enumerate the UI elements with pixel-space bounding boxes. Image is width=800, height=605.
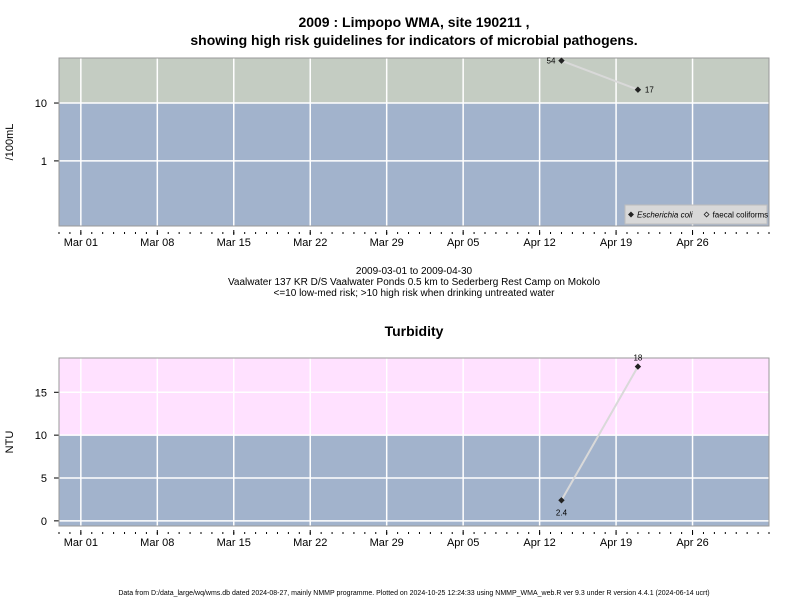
x-tick-label: Apr 26	[676, 537, 708, 549]
x-tick-label: Apr 19	[600, 537, 632, 549]
y-tick-label: 0	[41, 516, 47, 528]
high-risk-band	[59, 58, 769, 104]
x-tick-label: Mar 22	[293, 237, 327, 249]
high-risk-band	[59, 358, 769, 436]
data-point	[558, 497, 565, 504]
data-label: 17	[645, 86, 654, 95]
series-line	[560, 366, 639, 501]
x-tick-label: Mar 15	[217, 237, 251, 249]
turbidity-chart: Mar 01 Mar 08 Mar 15 Mar 22 Mar 29 Apr 05 Apr …	[4, 354, 770, 549]
x-tick-label: Apr 05	[447, 237, 479, 249]
chart-title-line-2: showing high risk guidelines for indicat…	[190, 32, 637, 48]
x-tick-label: Mar 01	[64, 237, 98, 249]
legend-marker	[628, 211, 634, 218]
x-tick-label: Apr 19	[600, 237, 632, 249]
x-tick-label: Mar 08	[140, 237, 174, 249]
series-line	[561, 59, 639, 91]
x-tick-label: Apr 12	[523, 237, 555, 249]
y-axis-label: NTU	[4, 431, 16, 454]
y-tick-label: 1	[41, 156, 47, 168]
legend-entry: Escherichia coli	[637, 211, 693, 220]
caption-date-range: 2009-03-01 to 2009-04-30	[356, 266, 473, 277]
plot-frame	[58, 57, 770, 227]
turbidity-title: Turbidity	[385, 323, 444, 339]
data-label: 54	[547, 57, 556, 66]
microbial-chart: Mar 01 Mar 08 Mar 15 Mar 22 Mar 29 Apr 05 Apr …	[4, 57, 770, 249]
x-tick-label: Apr 26	[676, 237, 708, 249]
y-tick-label: 10	[35, 430, 47, 442]
caption-risk-note: <=10 low-med risk; >10 high risk when dr…	[274, 288, 556, 299]
plot-frame	[58, 357, 770, 527]
x-tick-label: Apr 05	[447, 537, 479, 549]
x-tick-label: Mar 15	[217, 537, 251, 549]
y-axis-label: /100mL	[4, 124, 16, 161]
x-tick-label: Mar 22	[293, 537, 327, 549]
y-tick-label: 15	[35, 387, 47, 399]
x-tick-label: Mar 29	[370, 537, 404, 549]
data-point	[634, 363, 642, 370]
legend-marker	[703, 211, 710, 218]
chart-title-line-1: 2009 : Limpopo WMA, site 190211 ,	[298, 14, 529, 30]
data-point	[634, 86, 642, 93]
x-tick-label: Mar 08	[140, 537, 174, 549]
data-point	[558, 57, 565, 64]
footer-note: Data from D:/data_large/wq/wms.db dated …	[118, 590, 709, 597]
x-tick-label: Apr 12	[523, 537, 555, 549]
x-tick-label: Mar 29	[370, 237, 404, 249]
y-tick-label: 5	[41, 473, 47, 485]
data-label: 2.4	[556, 508, 568, 517]
legend-box	[624, 204, 768, 225]
caption-site: Vaalwater 137 KR D/S Vaalwater Ponds 0.5…	[228, 277, 600, 288]
data-label: 18	[633, 354, 642, 363]
y-tick-label: 10	[35, 98, 47, 110]
x-tick-label: Mar 01	[64, 537, 98, 549]
legend-entry: faecal coliforms	[713, 211, 769, 220]
